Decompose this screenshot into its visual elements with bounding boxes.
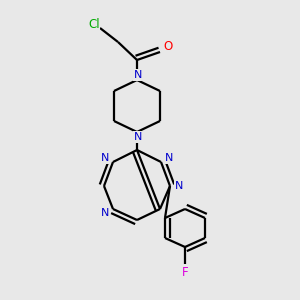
Text: N: N [101,208,109,218]
Text: N: N [165,153,173,163]
Text: N: N [101,153,109,163]
Text: Cl: Cl [88,17,100,31]
Text: N: N [175,181,183,191]
Text: N: N [134,132,142,142]
Text: F: F [182,266,188,278]
Text: O: O [164,40,172,53]
Text: N: N [134,70,142,80]
